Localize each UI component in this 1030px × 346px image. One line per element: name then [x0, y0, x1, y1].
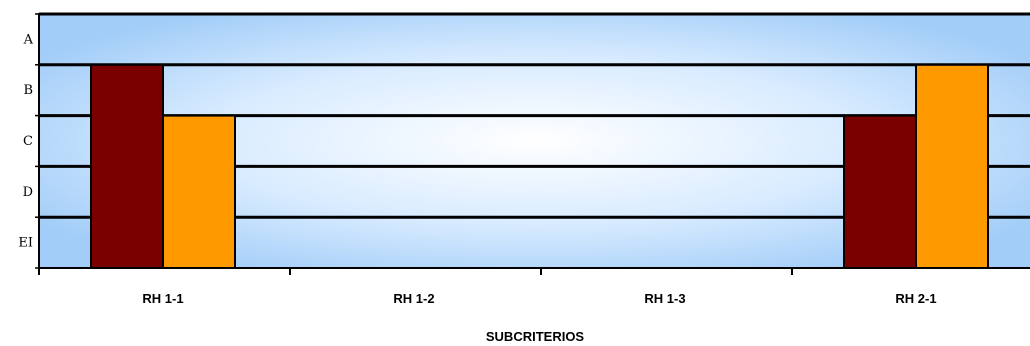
x-tick-label: RH 1-3 — [644, 291, 685, 306]
y-tick-label: C — [23, 134, 33, 149]
y-tick-label: D — [23, 185, 33, 200]
y-tick-label: EI — [18, 236, 33, 251]
x-tick-label: RH 2-1 — [895, 291, 936, 306]
y-tick-label: A — [23, 32, 34, 47]
x-tick-labels: RH 1-1 RH 1-2 RH 1-3 RH 2-1 — [142, 291, 936, 306]
bar — [90, 63, 164, 269]
y-tick-label: B — [23, 83, 33, 98]
bars — [90, 63, 989, 269]
x-axis-title: SUBCRITERIOS — [486, 329, 585, 344]
axes — [35, 13, 1030, 275]
bar — [162, 114, 236, 269]
y-tick-labels: EI D C B A — [18, 32, 33, 250]
x-tick-label: RH 1-2 — [393, 291, 434, 306]
bar — [843, 114, 917, 269]
bar — [915, 63, 989, 269]
x-tick-label: RH 1-1 — [142, 291, 183, 306]
